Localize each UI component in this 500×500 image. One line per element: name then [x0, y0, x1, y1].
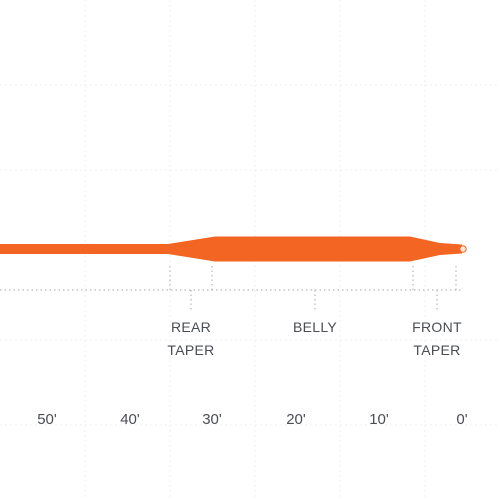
distance-tick-label: 30': [202, 411, 222, 428]
label-rear-taper: REAR TAPER: [167, 319, 214, 358]
distance-tick-label: 50': [37, 411, 57, 428]
distance-axis: 50' 40' 30' 20' 10' 0': [37, 411, 468, 428]
distance-tick-label: 0': [456, 411, 467, 428]
section-label-line: TAPER: [413, 342, 460, 358]
section-label-line: TAPER: [167, 342, 214, 358]
label-front-taper: FRONT TAPER: [412, 319, 462, 358]
section-label-line: BELLY: [293, 319, 337, 335]
fly-line-tip: [459, 245, 467, 253]
distance-tick-label: 10': [369, 411, 389, 428]
section-brackets: [0, 266, 462, 312]
label-belly: BELLY: [293, 319, 337, 335]
section-labels: REAR TAPER BELLY FRONT TAPER: [167, 319, 462, 358]
fly-line-profile: [0, 236, 462, 262]
distance-tick-label: 20': [286, 411, 306, 428]
section-label-line: FRONT: [412, 319, 462, 335]
section-label-line: REAR: [171, 319, 211, 335]
distance-tick-label: 40': [120, 411, 140, 428]
